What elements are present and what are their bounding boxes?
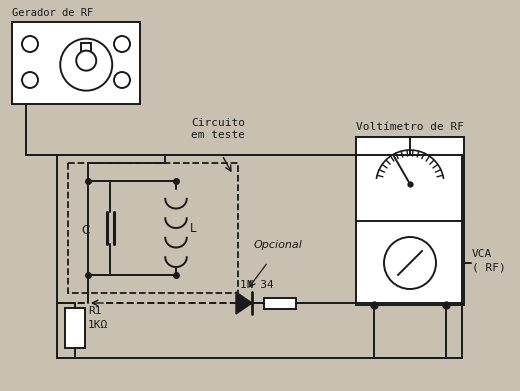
Text: L: L (190, 221, 197, 235)
Text: 1N 34: 1N 34 (240, 280, 274, 290)
Text: R1: R1 (88, 306, 101, 316)
Bar (264, 298, 296, 308)
Text: ( RF): ( RF) (472, 263, 506, 273)
Text: Voltímetro de RF: Voltímetro de RF (356, 122, 464, 132)
Text: Opcional: Opcional (254, 240, 303, 250)
Text: Circuito
em teste: Circuito em teste (191, 118, 245, 140)
Bar (68, 163, 238, 293)
Bar (65, 308, 85, 348)
Text: 1KΩ: 1KΩ (88, 320, 108, 330)
Polygon shape (236, 292, 252, 314)
Text: Gerador de RF: Gerador de RF (12, 8, 93, 18)
Text: VCA: VCA (472, 249, 492, 259)
Bar (12, 22, 140, 104)
Bar (356, 137, 464, 305)
Text: C: C (82, 224, 90, 237)
